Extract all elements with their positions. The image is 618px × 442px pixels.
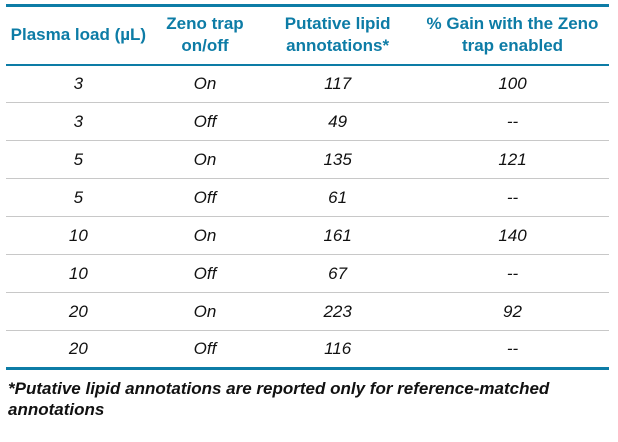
table-row: 5 Off 61 -- (6, 178, 609, 217)
column-header-lipid-annotations: Putative lipid annotations* (259, 5, 417, 66)
table-cell: 49 (259, 102, 417, 141)
table-cell: On (150, 292, 260, 331)
column-header-gain: % Gain with the Zeno trap enabled (416, 5, 609, 66)
table-cell: 140 (416, 216, 609, 255)
table-cell: 5 (6, 178, 151, 217)
table-row: 3 On 117 100 (6, 65, 609, 103)
table-cell: 10 (6, 254, 151, 293)
table-cell: 223 (259, 292, 417, 331)
table-header: Plasma load (µL) Zeno trap on/off Putati… (6, 5, 609, 66)
column-header-plasma-load: Plasma load (µL) (6, 5, 151, 66)
table-cell: -- (416, 330, 609, 369)
table-cell: -- (416, 102, 609, 141)
table-cell: 117 (324, 73, 352, 93)
table-cell: 3 (6, 102, 151, 141)
table-row: 10 On 161 140 (6, 216, 609, 255)
table-cell: Off (150, 254, 260, 293)
table-cell: 135 (259, 140, 417, 179)
table-footnote: *Putative lipid annotations are reported… (8, 379, 550, 419)
header-row: Plasma load (µL) Zeno trap on/off Putati… (6, 5, 609, 66)
table-cell: -- (416, 178, 609, 217)
table-cell: 20 (6, 330, 151, 369)
table-cell: 92 (416, 292, 609, 331)
table-cell: Off (150, 178, 260, 217)
table-cell: Off (150, 102, 260, 141)
table-row: 5 On 135 121 (6, 140, 609, 179)
table-row: 20 Off 116 -- (6, 330, 609, 369)
column-header-zeno-trap: Zeno trap on/off (150, 5, 260, 66)
table-cell: 10 (6, 216, 151, 255)
table-cell: On (150, 140, 260, 179)
page: Plasma load (µL) Zeno trap on/off Putati… (6, 4, 609, 419)
table-body: 3 On 117 100 3 Off 49 -- 5 On 135 121 5 … (6, 65, 609, 369)
table-cell: 100 (498, 73, 527, 93)
table-cell: 3 (73, 73, 84, 93)
table-cell: 61 (259, 178, 417, 217)
table-cell: 5 (6, 140, 151, 179)
table-row: 20 On 223 92 (6, 292, 609, 331)
table-cell: On (193, 73, 217, 93)
results-table: Plasma load (µL) Zeno trap on/off Putati… (6, 4, 609, 370)
table-cell: Off (150, 330, 260, 369)
table-row: 3 Off 49 -- (6, 102, 609, 141)
table-cell: 116 (259, 330, 417, 369)
table-cell: 121 (416, 140, 609, 179)
table-cell: 161 (259, 216, 417, 255)
table-cell: -- (416, 254, 609, 293)
table-row: 10 Off 67 -- (6, 254, 609, 293)
table-cell: 67 (259, 254, 417, 293)
table-cell: 20 (6, 292, 151, 331)
table-cell: On (150, 216, 260, 255)
